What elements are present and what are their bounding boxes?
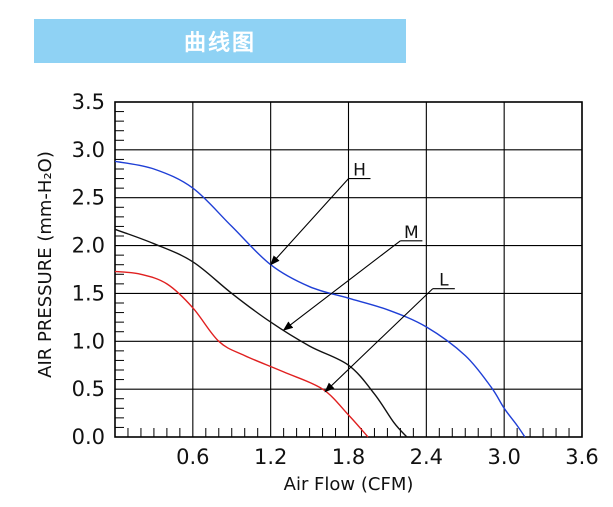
curve-m [114, 228, 408, 438]
curve-label-l: L [439, 271, 449, 291]
curve-h [114, 160, 526, 438]
minor-ticks [115, 111, 570, 437]
curve-label-m: M [404, 223, 419, 243]
x-tick-label: 0.6 [176, 445, 209, 469]
y-tick-label: 2.5 [72, 186, 105, 210]
y-tick-labels: 0.0 0.5 1.0 1.5 2.0 2.5 3.0 3.5 [72, 90, 105, 449]
title-banner: 曲线图 [34, 19, 406, 63]
y-tick-label: 1.5 [72, 281, 105, 305]
curve-l [114, 270, 369, 438]
series [114, 160, 526, 438]
x-tick-label: 3.6 [565, 445, 598, 469]
leader-h [269, 178, 349, 266]
x-axis-title: Air Flow (CFM) [284, 474, 414, 495]
x-tick-labels: 0.6 1.2 1.8 2.4 3.0 3.6 [176, 445, 599, 469]
y-tick-label: 3.5 [72, 90, 105, 114]
leader-l [324, 288, 434, 393]
chart-title: 曲线图 [183, 31, 256, 56]
curve-label-h: H [353, 161, 366, 181]
plot-border [114, 101, 583, 438]
y-tick-label: 1.0 [72, 329, 105, 353]
x-tick-label: 1.2 [254, 445, 287, 469]
leader-m [282, 240, 401, 331]
grid [115, 101, 583, 438]
curve-labels: H M L [269, 161, 455, 393]
y-axis-title: AIR PRESSURE (mm-H₂O) [35, 151, 56, 378]
x-tick-label: 2.4 [410, 445, 443, 469]
y-tick-label: 2.0 [72, 234, 105, 258]
y-tick-label: 0.0 [72, 425, 105, 449]
x-tick-label: 1.8 [332, 445, 365, 469]
y-tick-label: 0.5 [72, 377, 105, 401]
x-tick-label: 3.0 [487, 445, 520, 469]
y-tick-label: 3.0 [72, 138, 105, 162]
